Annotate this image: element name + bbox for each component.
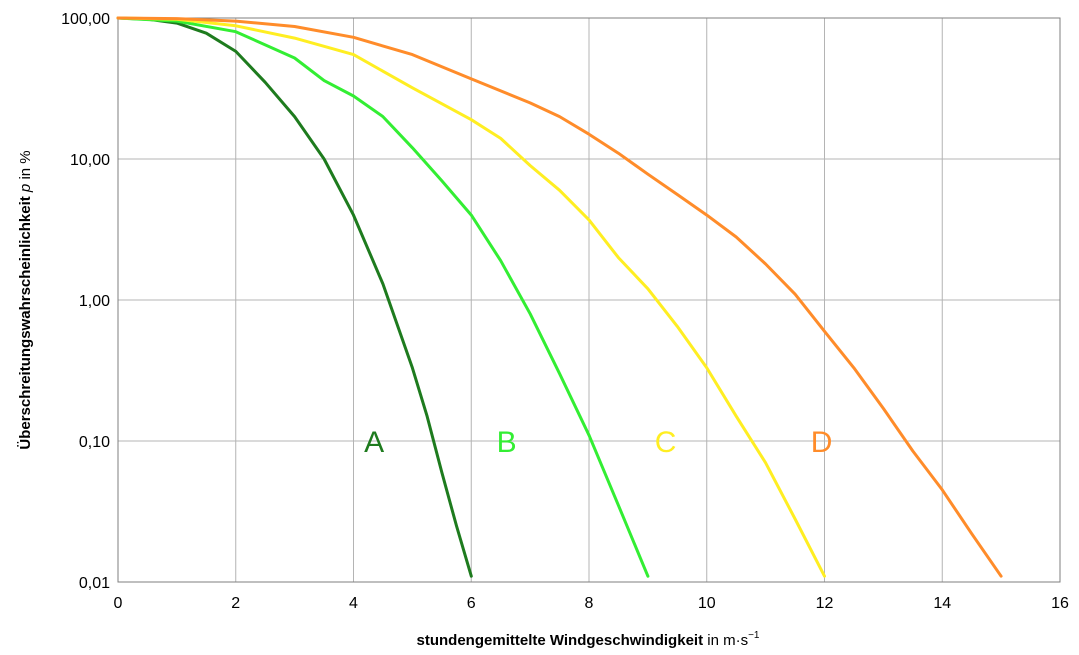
x-tick-label: 10 xyxy=(698,595,716,612)
x-tick-label: 12 xyxy=(816,595,834,612)
series-line-b xyxy=(116,16,650,578)
y-tick-label: 0,01 xyxy=(79,575,110,592)
x-tick-label: 16 xyxy=(1051,595,1069,612)
grid xyxy=(117,17,1061,583)
x-tick-label: 0 xyxy=(114,595,123,612)
y-axis-title-variable: p xyxy=(17,184,34,193)
y-tick-label: 1,00 xyxy=(79,293,110,310)
y-axis-title: Überschreitungswahrscheinlichkeit p in % xyxy=(17,150,34,449)
series-label-a: A xyxy=(364,426,384,459)
x-tick-label: 6 xyxy=(467,595,476,612)
curve-labels: A B C D xyxy=(364,426,832,459)
y-tick-label: 10,00 xyxy=(70,152,110,169)
x-axis-title-unit: in m·s xyxy=(703,632,748,649)
series-line-d xyxy=(116,16,1003,578)
series-line-c xyxy=(116,16,826,578)
x-axis-title-bold: stundengemittelte Windgeschwindigkeit xyxy=(417,632,704,649)
x-tick-label: 4 xyxy=(349,595,358,612)
y-tick-label: 0,10 xyxy=(79,434,110,451)
y-axis-title-unit: in % xyxy=(17,150,34,183)
x-tick-label: 8 xyxy=(585,595,594,612)
series-label-b: B xyxy=(497,426,517,459)
series-label-c: C xyxy=(655,426,677,459)
x-tick-label: 2 xyxy=(231,595,240,612)
x-tick-label: 14 xyxy=(933,595,951,612)
y-axis-title-bold: Überschreitungswahrscheinlichkeit xyxy=(17,196,34,449)
tick-labels: 0 2 4 6 8 10 12 14 16 0,01 0,10 1,00 10,00 100,00 xyxy=(61,11,1069,612)
y-tick-label: 100,00 xyxy=(61,11,110,28)
series-lines xyxy=(116,16,1003,578)
x-axis-title: stundengemittelte Windgeschwindigkeit in… xyxy=(417,630,760,649)
plot-frame xyxy=(117,17,1061,583)
series-label-d: D xyxy=(811,426,833,459)
x-axis-title-superscript: −1 xyxy=(748,630,760,641)
series-line-a xyxy=(116,16,473,578)
